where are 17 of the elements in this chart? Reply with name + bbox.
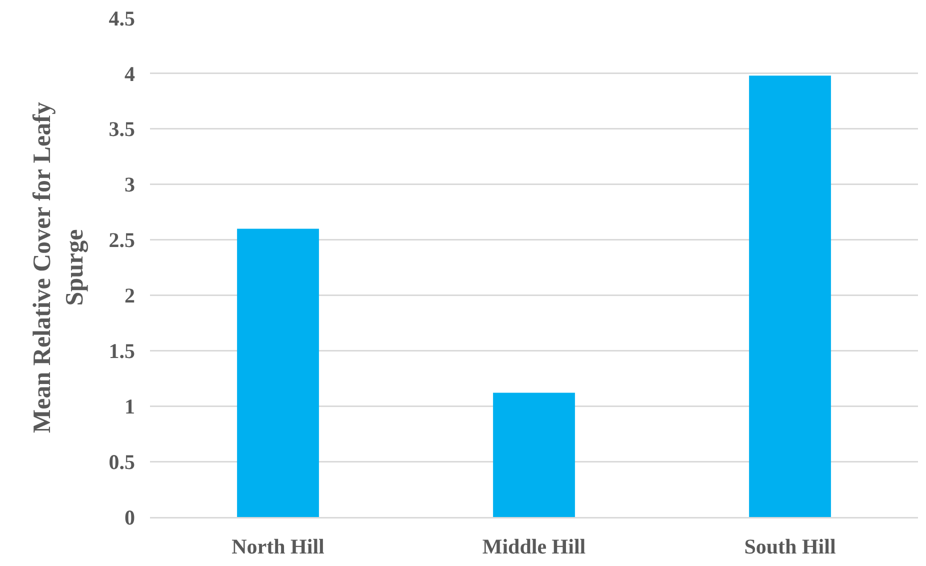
x-tick-label: North Hill xyxy=(232,534,325,559)
y-tick-label: 0 xyxy=(124,505,135,530)
y-tick-label: 3.5 xyxy=(108,117,135,142)
y-tick-label: 3 xyxy=(124,172,135,197)
y-tick-label: 2.5 xyxy=(108,228,135,252)
y-tick-label: 4 xyxy=(124,62,136,86)
y-axis-title: Mean Relative Cover for Leafy Spurge xyxy=(29,102,88,433)
bar xyxy=(749,76,831,517)
x-tick-label: South Hill xyxy=(744,534,836,559)
y-tick-label: 1.5 xyxy=(108,339,135,364)
y-tick-label: 4.5 xyxy=(108,6,135,30)
x-tick-label: Middle Hill xyxy=(482,534,586,559)
y-tick-label: 2 xyxy=(124,284,135,308)
y-tick-label: 1 xyxy=(124,394,135,418)
bar xyxy=(237,228,319,517)
bar xyxy=(493,392,575,517)
y-tick-label: 0.5 xyxy=(108,450,135,474)
